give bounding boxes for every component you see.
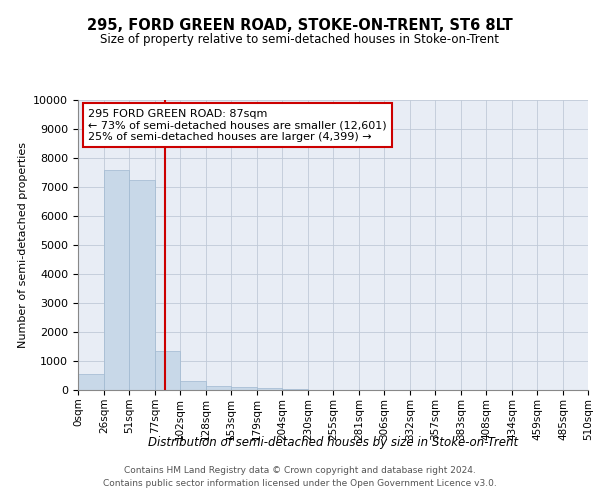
Bar [206, 386, 231, 390]
Bar [78, 374, 104, 390]
Bar [104, 170, 129, 390]
Y-axis label: Number of semi-detached properties: Number of semi-detached properties [18, 142, 28, 348]
Bar [231, 387, 257, 390]
Text: 295 FORD GREEN ROAD: 87sqm
← 73% of semi-detached houses are smaller (12,601)
25: 295 FORD GREEN ROAD: 87sqm ← 73% of semi… [88, 108, 387, 142]
Text: Contains HM Land Registry data © Crown copyright and database right 2024.
Contai: Contains HM Land Registry data © Crown c… [103, 466, 497, 487]
Bar [180, 382, 206, 390]
Text: 295, FORD GREEN ROAD, STOKE-ON-TRENT, ST6 8LT: 295, FORD GREEN ROAD, STOKE-ON-TRENT, ST… [87, 18, 513, 32]
Bar [129, 180, 155, 390]
Bar [257, 388, 282, 390]
Bar [155, 351, 180, 390]
Bar [282, 389, 308, 390]
Text: Distribution of semi-detached houses by size in Stoke-on-Trent: Distribution of semi-detached houses by … [148, 436, 518, 449]
Text: Size of property relative to semi-detached houses in Stoke-on-Trent: Size of property relative to semi-detach… [101, 32, 499, 46]
